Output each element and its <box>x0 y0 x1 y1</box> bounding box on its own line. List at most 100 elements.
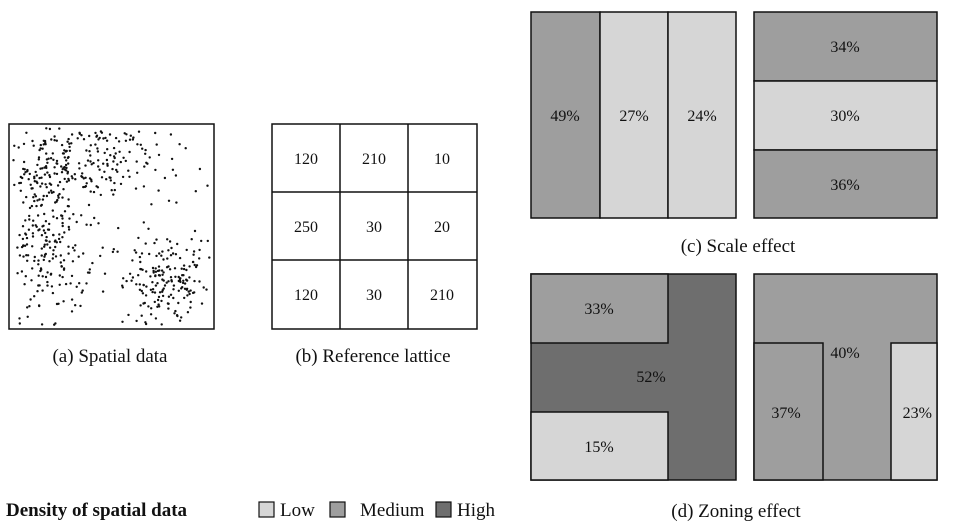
spatial-point <box>53 166 56 169</box>
spatial-point <box>180 267 183 270</box>
spatial-point <box>167 249 170 252</box>
spatial-point <box>154 131 157 135</box>
spatial-point <box>60 165 63 168</box>
spatial-point <box>45 186 48 189</box>
zoning-zone <box>530 273 669 344</box>
spatial-point <box>58 192 61 196</box>
spatial-point <box>105 178 108 181</box>
spatial-point <box>161 273 164 276</box>
spatial-point <box>119 160 123 164</box>
legend-label-low: Low <box>280 500 315 521</box>
spatial-point <box>82 138 86 141</box>
spatial-point <box>38 228 41 231</box>
spatial-point <box>67 205 71 208</box>
spatial-point <box>97 165 100 168</box>
spatial-point <box>78 167 81 170</box>
spatial-point <box>88 150 91 153</box>
spatial-point <box>157 153 161 157</box>
spatial-point <box>44 239 48 242</box>
spatial-point <box>30 279 33 282</box>
spatial-point <box>26 168 29 172</box>
spatial-point <box>67 245 70 248</box>
spatial-point <box>26 254 30 257</box>
zoning-zone-label: 40% <box>830 345 859 362</box>
spatial-point <box>150 307 153 310</box>
spatial-point <box>22 244 25 247</box>
spatial-point <box>30 204 34 208</box>
spatial-point <box>34 170 37 174</box>
spatial-point <box>137 130 141 133</box>
spatial-point <box>136 143 139 146</box>
spatial-point <box>135 319 138 323</box>
spatial-point <box>144 322 148 326</box>
spatial-point <box>41 147 44 150</box>
spatial-point <box>37 274 40 277</box>
spatial-point <box>63 177 66 181</box>
spatial-point <box>128 138 132 141</box>
spatial-point <box>85 282 88 285</box>
spatial-point <box>147 227 150 230</box>
spatial-point <box>49 189 53 192</box>
spatial-point <box>46 161 49 164</box>
spatial-point <box>156 305 159 308</box>
spatial-point <box>40 247 43 250</box>
spatial-point <box>85 149 88 152</box>
spatial-point <box>54 322 57 325</box>
spatial-point <box>40 176 43 179</box>
spatial-point <box>55 172 59 176</box>
spatial-point <box>75 220 78 224</box>
spatial-point <box>51 152 54 155</box>
spatial-point <box>61 214 64 218</box>
spatial-point <box>16 272 19 275</box>
spatial-points <box>12 127 211 326</box>
spatial-point <box>143 165 146 168</box>
spatial-point <box>114 152 117 155</box>
spatial-point <box>45 194 49 198</box>
spatial-point <box>139 143 142 146</box>
spatial-point <box>64 163 68 167</box>
spatial-point <box>25 243 29 246</box>
spatial-point <box>31 232 35 235</box>
spatial-point <box>168 268 172 271</box>
spatial-point <box>76 137 79 140</box>
spatial-point <box>45 235 48 239</box>
spatial-point <box>172 284 176 287</box>
spatial-point <box>62 267 66 270</box>
spatial-point <box>33 180 36 183</box>
spatial-point <box>74 304 77 307</box>
spatial-point <box>133 249 136 252</box>
spatial-point <box>127 313 130 317</box>
spatial-point <box>60 265 63 268</box>
spatial-point <box>31 224 34 227</box>
spatial-point <box>60 171 64 174</box>
spatial-point <box>103 170 106 173</box>
spatial-point <box>112 248 116 251</box>
spatial-point <box>163 176 167 180</box>
spatial-point <box>162 279 165 282</box>
spatial-point <box>101 290 105 293</box>
spatial-point <box>175 201 178 204</box>
spatial-point <box>37 156 41 159</box>
spatial-point <box>40 268 43 271</box>
spatial-point <box>142 283 145 287</box>
spatial-point <box>140 252 144 255</box>
spatial-point <box>200 239 203 243</box>
spatial-data-panel: (a) Spatial data <box>8 123 215 367</box>
spatial-point <box>71 177 74 180</box>
spatial-point <box>18 233 21 237</box>
spatial-point <box>166 238 169 241</box>
spatial-point <box>118 150 121 153</box>
spatial-point <box>32 219 35 222</box>
spatial-point <box>109 154 112 157</box>
spatial-point <box>48 246 52 249</box>
spatial-point <box>182 274 185 277</box>
spatial-point <box>89 190 92 193</box>
spatial-point <box>68 217 71 220</box>
spatial-point <box>31 245 34 248</box>
spatial-point <box>33 193 36 196</box>
spatial-point <box>174 253 178 256</box>
spatial-point <box>22 201 25 204</box>
lattice-cell-value: 10 <box>434 151 450 168</box>
spatial-point <box>160 269 164 272</box>
spatial-point <box>34 224 37 227</box>
